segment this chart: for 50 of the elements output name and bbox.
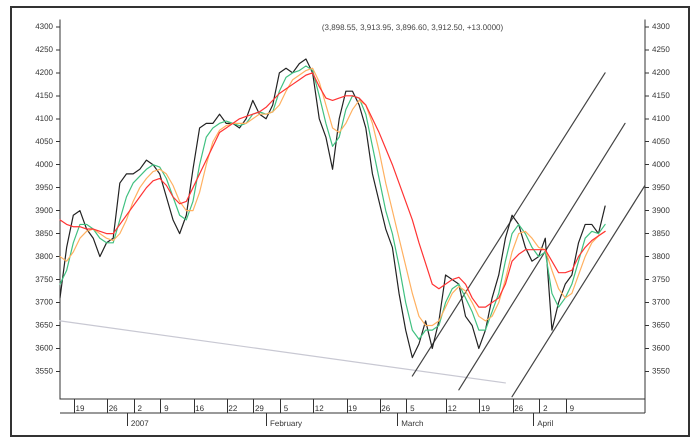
y2-tick-label: 3800	[652, 252, 670, 261]
x-tick-label: 26	[108, 404, 118, 413]
x-tick-label: 12	[314, 404, 324, 413]
y-tick-label: 3650	[35, 320, 54, 330]
y-tick-label: 3550	[35, 366, 54, 376]
y2-tick-label: 3650	[652, 320, 670, 330]
y-tick-label: 4200	[35, 68, 54, 78]
x-tick-label: 26	[514, 404, 524, 413]
y-tick-label: 3750	[35, 274, 54, 284]
chart-title: (3,898.55, 3,913.95, 3,896.60, 3,912.50, +13.0000)	[322, 23, 504, 32]
x-tick-label: 5 March	[401, 404, 424, 428]
x-tick-label: 26	[381, 404, 391, 413]
y2-tick-label: 4250	[652, 45, 670, 54]
x-tick-label: 19	[481, 404, 490, 413]
x-tick-label: 9	[164, 404, 170, 413]
y2-tick-label: 3900	[652, 206, 670, 215]
y2-tick-label: 4000	[652, 160, 670, 169]
x-tick-label: 22	[228, 404, 238, 413]
y-tick-label: 3600	[35, 344, 54, 353]
y-tick-label: 3950	[35, 182, 54, 192]
y-tick-label: 4300	[35, 22, 54, 32]
x-tick-label: 29	[254, 404, 264, 413]
y-tick-label: 4000	[35, 160, 54, 169]
y-tick-label: 4250	[35, 45, 54, 54]
x-tick-label: 12	[448, 404, 458, 413]
y2-tick-label: 3550	[652, 366, 670, 376]
x-tick-label: 19	[348, 404, 358, 413]
x-tick-label: 2 2007	[130, 404, 150, 428]
y2-tick-label: 4050	[652, 136, 670, 146]
y-tick-label: 3800	[35, 252, 54, 261]
y-tick-label: 4050	[35, 136, 54, 146]
y-tick-label: 4100	[35, 114, 54, 123]
y2-tick-label: 4150	[652, 91, 670, 100]
y2-tick-label: 3750	[652, 274, 670, 284]
y2-tick-label: 3950	[652, 182, 670, 192]
x-tick-label: 5 February	[270, 404, 302, 428]
x-tick-label: 9	[570, 404, 575, 413]
y2-tick-label: 4300	[652, 22, 670, 32]
x-tick-label: 19	[75, 404, 85, 413]
y-tick-label: 3900	[35, 206, 54, 215]
y2-tick-label: 4100	[652, 114, 670, 123]
x-tick-label: 16	[195, 404, 205, 413]
y2-tick-label: 3600	[652, 344, 670, 353]
y-tick-label: 3850	[35, 228, 54, 238]
y2-tick-label: 4200	[652, 68, 670, 78]
y-tick-label: 4150	[35, 91, 54, 100]
y2-tick-label: 3850	[652, 228, 670, 238]
y-tick-label: 3700	[35, 298, 54, 307]
x-tick-label: 2 April	[537, 404, 554, 428]
y2-tick-label: 3700	[652, 298, 670, 307]
